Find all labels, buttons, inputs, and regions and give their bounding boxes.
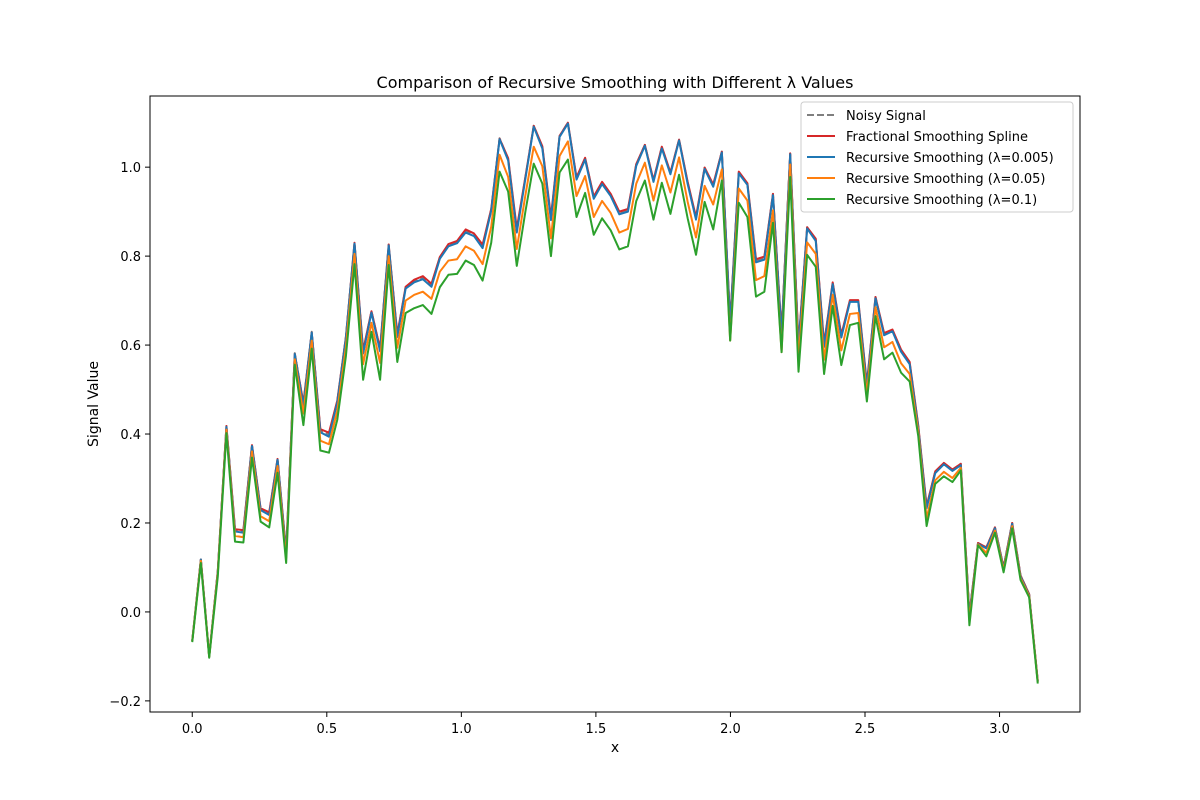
y-tick-label: 0.4 <box>120 428 141 443</box>
series-line-2 <box>191 122 1039 682</box>
legend-label: Recursive Smoothing (λ=0.005) <box>846 151 1054 166</box>
x-tick-label: 2.0 <box>720 722 741 737</box>
series-lines <box>191 121 1039 684</box>
x-axis: 0.0 0.5 1.0 1.5 2.0 2.5 3.0 <box>182 712 1010 737</box>
y-tick-label: 1.0 <box>120 161 141 176</box>
axes-frame <box>149 95 1081 713</box>
legend-label: Recursive Smoothing (λ=0.1) <box>846 193 1037 208</box>
y-axis: −0.2 0.0 0.2 0.4 0.6 0.8 1.0 <box>109 161 150 710</box>
y-tick-label: 0.8 <box>120 250 141 265</box>
series-line-3 <box>191 140 1039 683</box>
y-tick-label: 0.2 <box>120 517 141 532</box>
legend-label: Recursive Smoothing (λ=0.05) <box>846 172 1045 187</box>
y-tick-label: 0.0 <box>120 606 141 621</box>
legend-label: Fractional Smoothing Spline <box>846 130 1028 145</box>
x-tick-label: 1.5 <box>586 722 607 737</box>
y-tick-label: 0.6 <box>120 339 141 354</box>
chart-title: Comparison of Recursive Smoothing with D… <box>377 73 854 92</box>
x-tick-label: 0.5 <box>316 722 337 737</box>
y-axis-label: Signal Value <box>86 361 102 447</box>
legend: Noisy Signal Fractional Smoothing Spline R… <box>800 101 1074 213</box>
y-tick-label: −0.2 <box>109 695 141 710</box>
x-tick-label: 2.5 <box>855 722 876 737</box>
legend-label: Noisy Signal <box>846 109 926 124</box>
x-tick-label: 3.0 <box>989 722 1010 737</box>
x-axis-label: x <box>611 740 619 756</box>
x-tick-label: 1.0 <box>451 722 472 737</box>
plot-area <box>149 95 1081 713</box>
x-tick-label: 0.0 <box>182 722 203 737</box>
series-line-4 <box>191 158 1039 684</box>
legend-box <box>800 101 1074 213</box>
